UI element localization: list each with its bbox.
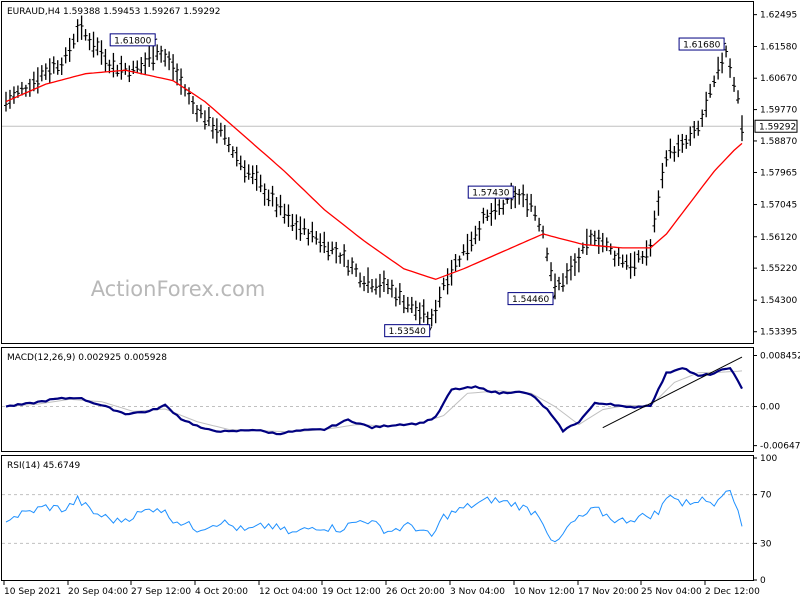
annotation-label: 1.57430: [472, 189, 509, 199]
price-axis-label: 1.62495: [760, 11, 797, 21]
rsi-axis-label: 30: [760, 539, 772, 549]
time-axis-label: 27 Sep 12:00: [131, 587, 191, 597]
time-axis-label: 4 Oct 20:00: [195, 587, 248, 597]
annotation-label: 1.53540: [389, 327, 426, 337]
macd-axis-label: -0.006475: [760, 442, 800, 452]
macd-panel-frame: [1, 347, 754, 452]
price-axis-label: 1.57045: [760, 201, 797, 211]
rsi-panel-frame: [1, 455, 754, 581]
time-axis-label: 20 Sep 04:00: [68, 587, 128, 597]
macd-main-line: [5, 366, 743, 436]
annotation-box: [678, 37, 725, 51]
price-axis-label: 1.60670: [760, 74, 797, 84]
time-axis: 10 Sep 2021 20 Sep 04:00 27 Sep 12:00 4 Oct…: [3, 581, 760, 597]
annotation-box: [467, 185, 514, 199]
annotation-box: [109, 33, 156, 47]
moving-average-line: [5, 69, 743, 280]
current-price-box: [754, 119, 798, 133]
current-price-label: 1.59292: [759, 123, 796, 133]
macd-trendline: [602, 356, 743, 429]
macd-lines: [2, 356, 753, 436]
rsi-panel-title: RSI(14) 45.6749: [7, 461, 80, 471]
rsi-axis-label: 70: [760, 491, 772, 501]
annotation-label: 1.61680: [683, 41, 720, 51]
time-axis-label: 10 Nov 12:00: [514, 587, 575, 597]
rsi-line: [2, 489, 753, 544]
rsi-series-line: [5, 489, 743, 543]
time-axis-label: 19 Oct 12:00: [322, 587, 381, 597]
macd-panel-title: MACD(12,26,9) 0.002925 0.005928: [7, 353, 167, 363]
macd-axis-label: 0.008452: [760, 352, 800, 362]
price-axis: 1.62495 1.61580 1.60670 1.59770 1.58870 1.579…: [753, 11, 798, 338]
time-axis-label: 3 Nov 04:00: [450, 587, 505, 597]
rsi-axis: 100 70 30 0: [753, 454, 777, 586]
price-panel-title: EURAUD,H4 1.59388 1.59453 1.59267 1.5929…: [7, 7, 221, 17]
price-axis-label: 1.56120: [760, 233, 797, 243]
time-axis-label: 25 Nov 04:00: [641, 587, 702, 597]
time-axis-label: 26 Oct 20:00: [386, 587, 445, 597]
time-axis-label: 17 Nov 20:00: [578, 587, 639, 597]
price-axis-label: 1.59770: [760, 106, 797, 116]
price-axis-label: 1.54300: [760, 296, 797, 306]
price-annotations: 1.61800 1.53540 1.57430 1.54460 1.61680: [109, 33, 727, 338]
rsi-axis-label: 100: [760, 454, 777, 464]
rsi-axis-label: 0: [760, 576, 766, 586]
price-axis-label: 1.55220: [760, 264, 797, 274]
macd-axis: 0.008452 0.00 -0.006475: [753, 352, 800, 452]
price-axis-label: 1.53395: [760, 328, 797, 338]
time-axis-label: 10 Sep 2021: [4, 587, 61, 597]
price-axis-label: 1.57965: [760, 168, 797, 178]
annotation-box: [507, 292, 554, 306]
moving-average: [5, 69, 743, 280]
watermark-text: ActionForex.com: [91, 277, 266, 301]
price-axis-label: 1.61580: [760, 43, 797, 53]
price-axis-label: 1.58870: [760, 137, 797, 147]
annotation-label: 1.54460: [512, 295, 549, 305]
time-axis-label: 12 Oct 04:00: [259, 587, 318, 597]
macd-axis-label: 0.00: [760, 403, 780, 413]
time-axis-label: 2 Dec 12:00: [705, 587, 760, 597]
annotation-label: 1.61800: [114, 36, 151, 46]
price-bars: [4, 15, 744, 329]
annotation-box: [384, 324, 431, 338]
